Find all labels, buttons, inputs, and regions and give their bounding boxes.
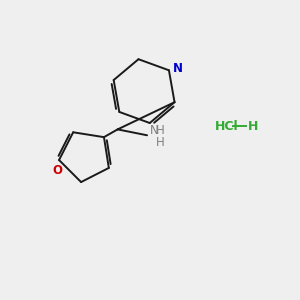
- Text: H: H: [248, 120, 258, 133]
- Text: N: N: [149, 124, 158, 137]
- Text: HCl: HCl: [215, 120, 238, 133]
- Text: O: O: [52, 164, 63, 177]
- Text: N: N: [172, 62, 182, 75]
- Text: H: H: [156, 136, 165, 149]
- Text: H: H: [156, 124, 165, 137]
